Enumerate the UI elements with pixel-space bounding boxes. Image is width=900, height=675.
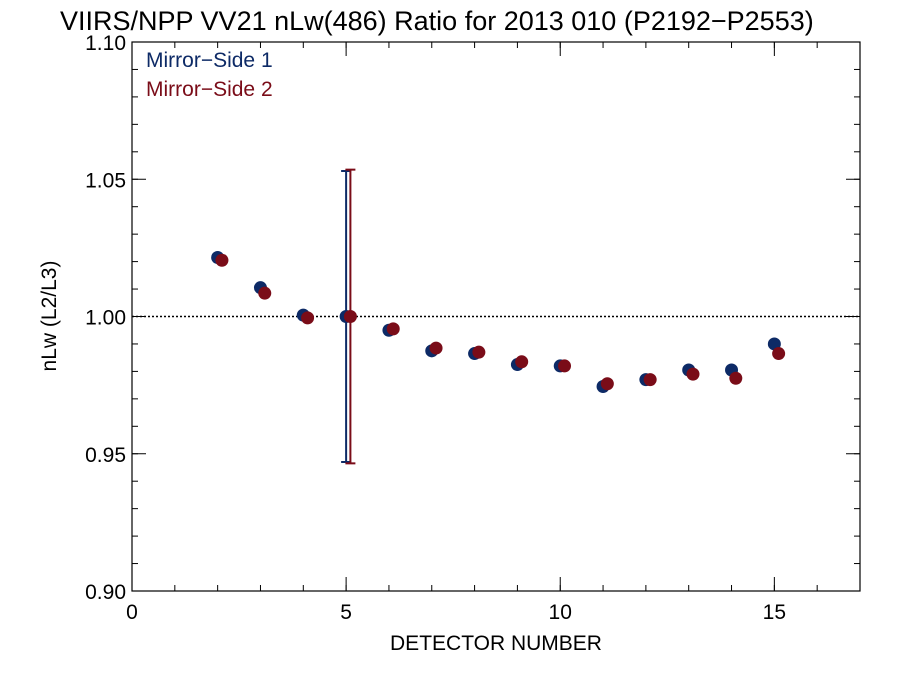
x-axis-label: DETECTOR NUMBER <box>390 632 602 655</box>
y-tick-label: 1.10 <box>85 32 126 55</box>
x-tick-label: 10 <box>549 601 572 624</box>
legend-entry-mirror-side-2: Mirror−Side 2 <box>146 78 273 101</box>
legend-entry-mirror-side-1: Mirror−Side 1 <box>146 49 273 72</box>
y-tick-label: 1.05 <box>85 169 126 192</box>
y-tick-labels: 0.90 0.95 1.00 1.05 1.10 <box>85 32 126 604</box>
data-point-series-2 <box>686 367 700 381</box>
data-point-series-2 <box>343 310 357 323</box>
data-point-series-2 <box>600 377 614 391</box>
major-ticks <box>131 41 860 592</box>
data-point-series-2 <box>515 355 529 369</box>
x-tick-label: 5 <box>340 601 352 624</box>
x-tick-labels: 0 5 10 15 <box>126 601 786 624</box>
data-point-series-2 <box>386 322 400 336</box>
data-point-series-2 <box>772 347 786 361</box>
data-point-series-2 <box>472 345 486 359</box>
y-axis-label: nLw (L2/L3) <box>38 261 61 372</box>
x-tick-label: 0 <box>126 601 138 624</box>
data-point-series-2 <box>643 373 657 387</box>
data-point-series-2 <box>429 341 443 355</box>
data-point-series-2 <box>301 311 315 325</box>
chart-title: VIIRS/NPP VV21 nLw(486) Ratio for 2013 0… <box>60 6 814 36</box>
data-point-series-2 <box>729 371 743 385</box>
y-tick-label: 1.00 <box>85 307 126 330</box>
data-points <box>211 250 786 393</box>
data-point-series-2 <box>215 253 229 267</box>
y-tick-label: 0.95 <box>85 444 126 467</box>
x-tick-label: 15 <box>763 601 786 624</box>
data-point-series-2 <box>558 359 572 373</box>
y-tick-label: 0.90 <box>85 581 126 604</box>
data-point-series-2 <box>258 286 272 300</box>
